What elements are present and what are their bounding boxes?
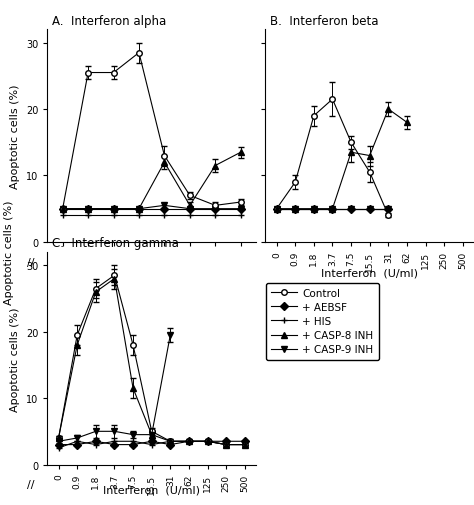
Text: Interferon  (U/ml): Interferon (U/ml)	[321, 268, 418, 278]
Text: C.  Interferon gamma: C. Interferon gamma	[52, 237, 178, 250]
Y-axis label: Apoptotic cells (%): Apoptotic cells (%)	[10, 307, 20, 411]
Text: //: //	[245, 257, 253, 267]
Text: Apoptotic cells (%): Apoptotic cells (%)	[4, 200, 15, 305]
Text: A.  Interferon alpha: A. Interferon alpha	[52, 15, 166, 28]
Text: //: //	[27, 257, 35, 267]
Text: //: //	[27, 479, 35, 489]
Text: Interferon  (U/ml): Interferon (U/ml)	[103, 485, 200, 495]
Text: B.  Interferon beta: B. Interferon beta	[270, 15, 378, 28]
Y-axis label: Apoptotic cells (%): Apoptotic cells (%)	[10, 84, 20, 188]
Legend: Control, + AEBSF, + HIS, + CASP-8 INH, + CASP-9 INH: Control, + AEBSF, + HIS, + CASP-8 INH, +…	[266, 283, 379, 360]
